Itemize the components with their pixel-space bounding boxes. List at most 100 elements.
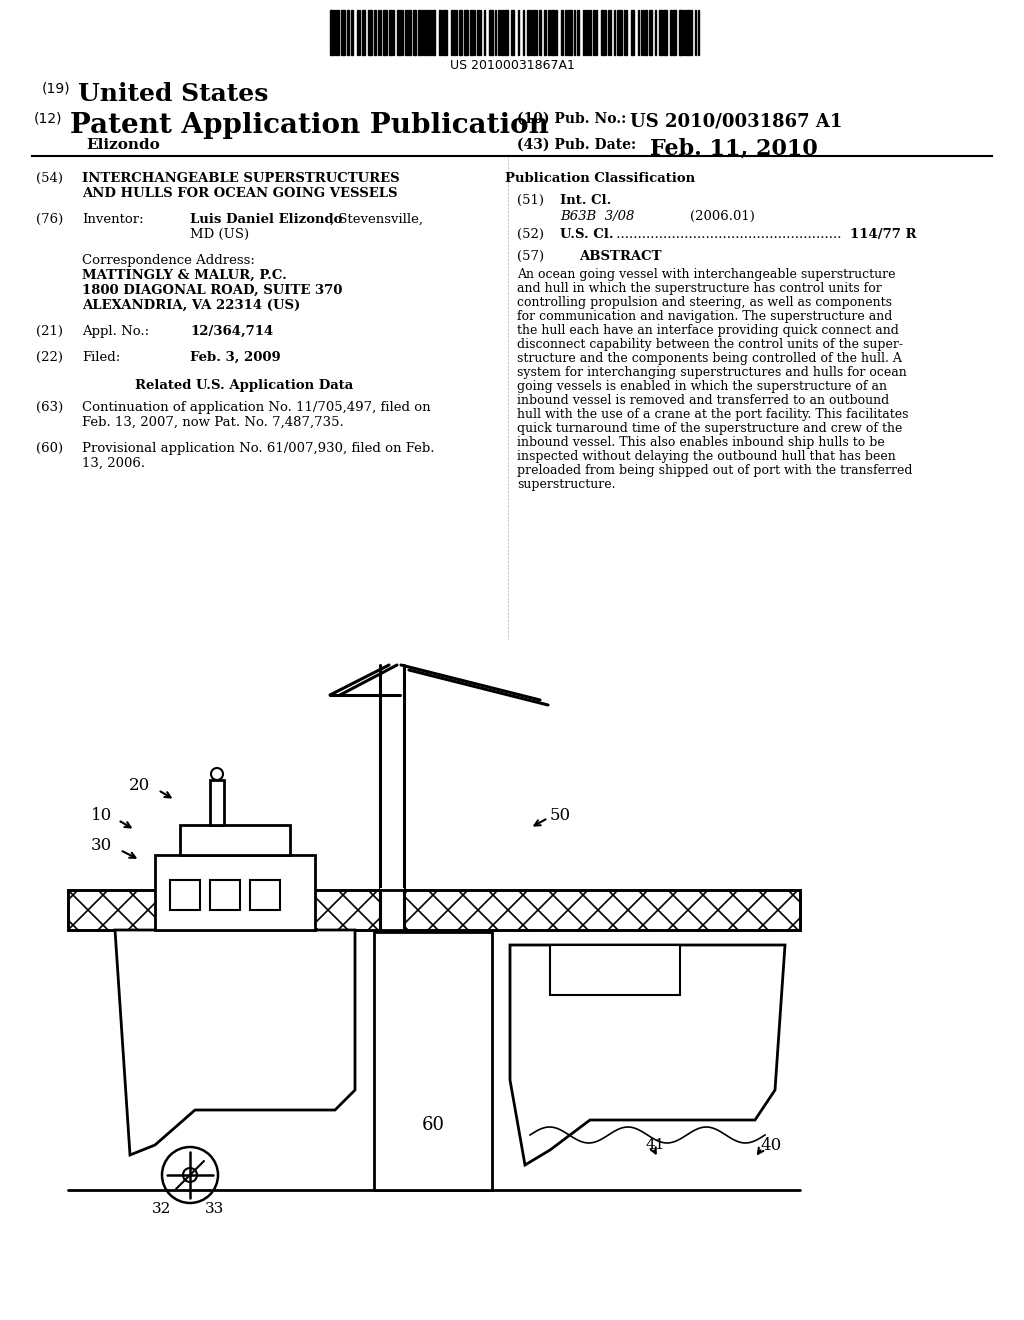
Bar xyxy=(330,11,334,55)
Bar xyxy=(389,11,392,55)
Text: Correspondence Address:: Correspondence Address: xyxy=(82,253,255,267)
Text: ABSTRACT: ABSTRACT xyxy=(579,249,662,263)
Text: ALEXANDRIA, VA 22314 (US): ALEXANDRIA, VA 22314 (US) xyxy=(82,300,300,312)
Text: 60: 60 xyxy=(422,1117,444,1134)
Bar xyxy=(170,880,200,909)
Bar xyxy=(631,11,634,55)
Bar xyxy=(686,11,690,55)
Bar xyxy=(502,11,504,55)
Bar xyxy=(180,825,290,855)
Bar xyxy=(250,880,280,909)
Bar xyxy=(527,11,530,55)
Text: An ocean going vessel with interchangeable superstructure: An ocean going vessel with interchangeab… xyxy=(517,268,896,281)
Bar xyxy=(649,11,652,55)
Bar xyxy=(453,11,455,55)
Bar xyxy=(341,11,345,55)
Polygon shape xyxy=(510,945,785,1166)
Text: controlling propulsion and steering, as well as components: controlling propulsion and steering, as … xyxy=(517,296,892,309)
Text: disconnect capability between the control units of the super-: disconnect capability between the contro… xyxy=(517,338,903,351)
Bar xyxy=(577,11,579,55)
Text: (12): (12) xyxy=(34,112,62,125)
Bar xyxy=(362,11,365,55)
Text: US 20100031867A1: US 20100031867A1 xyxy=(450,59,574,73)
Text: 32: 32 xyxy=(153,1203,172,1216)
Text: preloaded from being shipped out of port with the transferred: preloaded from being shipped out of port… xyxy=(517,465,912,477)
Bar xyxy=(550,945,680,995)
Bar xyxy=(439,11,441,55)
Bar xyxy=(505,11,508,55)
Bar xyxy=(432,11,435,55)
Text: Provisional application No. 61/007,930, filed on Feb.: Provisional application No. 61/007,930, … xyxy=(82,442,434,455)
Text: US 2010/0031867 A1: US 2010/0031867 A1 xyxy=(630,112,843,129)
Text: 20: 20 xyxy=(129,776,150,793)
Text: and hull in which the superstructure has control units for: and hull in which the superstructure has… xyxy=(517,282,882,294)
Text: 13, 2006.: 13, 2006. xyxy=(82,457,145,470)
Bar xyxy=(561,11,563,55)
Text: Appl. No.:: Appl. No.: xyxy=(82,325,150,338)
Bar xyxy=(210,880,240,909)
Text: Publication Classification: Publication Classification xyxy=(505,172,695,185)
Bar xyxy=(464,11,468,55)
Text: (22): (22) xyxy=(36,351,63,364)
Text: (63): (63) xyxy=(36,401,63,414)
Bar xyxy=(374,11,376,55)
Text: (76): (76) xyxy=(36,213,63,226)
Bar xyxy=(477,11,479,55)
Bar xyxy=(380,888,404,931)
Text: (21): (21) xyxy=(36,325,63,338)
Text: 33: 33 xyxy=(206,1203,224,1216)
Bar xyxy=(374,932,492,1191)
Text: 12/364,714: 12/364,714 xyxy=(190,325,273,338)
Bar xyxy=(68,890,800,931)
Text: Continuation of application No. 11/705,497, filed on: Continuation of application No. 11/705,4… xyxy=(82,401,431,414)
Text: inspected without delaying the outbound hull that has been: inspected without delaying the outbound … xyxy=(517,450,896,463)
Text: going vessels is enabled in which the superstructure of an: going vessels is enabled in which the su… xyxy=(517,380,887,393)
Text: 40: 40 xyxy=(760,1137,781,1154)
Bar xyxy=(489,11,493,55)
Bar xyxy=(210,780,224,825)
Text: INTERCHANGEABLE SUPERSTRUCTURES: INTERCHANGEABLE SUPERSTRUCTURES xyxy=(82,172,399,185)
Text: Elizondo: Elizondo xyxy=(86,139,160,152)
Text: (57): (57) xyxy=(517,249,544,263)
Bar xyxy=(155,855,315,931)
Bar xyxy=(459,11,462,55)
Bar xyxy=(544,11,546,55)
Bar xyxy=(383,11,387,55)
Text: for communication and navigation. The superstructure and: for communication and navigation. The su… xyxy=(517,310,892,323)
Text: (60): (60) xyxy=(36,442,63,455)
Bar xyxy=(673,11,676,55)
Text: Luis Daniel Elizondo: Luis Daniel Elizondo xyxy=(190,213,342,226)
Text: 50: 50 xyxy=(550,807,571,824)
Bar xyxy=(406,11,407,55)
Bar xyxy=(670,11,672,55)
Text: B63B  3/08: B63B 3/08 xyxy=(560,210,635,223)
Bar xyxy=(68,890,800,931)
Bar xyxy=(568,11,572,55)
Text: Int. Cl.: Int. Cl. xyxy=(560,194,611,207)
Text: 41: 41 xyxy=(645,1138,665,1152)
Bar xyxy=(429,11,431,55)
Bar xyxy=(601,11,604,55)
Bar xyxy=(444,11,447,55)
Bar xyxy=(679,11,683,55)
Text: , Stevensville,: , Stevensville, xyxy=(330,213,423,226)
Text: (52): (52) xyxy=(517,228,544,242)
Bar xyxy=(426,11,428,55)
Bar xyxy=(565,11,567,55)
Bar xyxy=(659,11,662,55)
Text: MATTINGLY & MALUR, P.C.: MATTINGLY & MALUR, P.C. xyxy=(82,269,287,282)
Text: (2006.01): (2006.01) xyxy=(690,210,755,223)
Text: system for interchanging superstructures and hulls for ocean: system for interchanging superstructures… xyxy=(517,366,906,379)
Text: 1800 DIAGONAL ROAD, SUITE 370: 1800 DIAGONAL ROAD, SUITE 370 xyxy=(82,284,342,297)
Text: U.S. Cl.: U.S. Cl. xyxy=(560,228,613,242)
Text: (43) Pub. Date:: (43) Pub. Date: xyxy=(517,139,636,152)
Text: inbound vessel. This also enables inbound ship hulls to be: inbound vessel. This also enables inboun… xyxy=(517,436,885,449)
Bar xyxy=(351,11,353,55)
Text: MD (US): MD (US) xyxy=(190,228,249,242)
Polygon shape xyxy=(115,931,355,1155)
Text: 114/77 R: 114/77 R xyxy=(850,228,916,242)
Bar xyxy=(470,11,473,55)
Bar xyxy=(539,11,541,55)
Text: Patent Application Publication: Patent Application Publication xyxy=(70,112,549,139)
Text: structure and the components being controlled of the hull. A: structure and the components being contr… xyxy=(517,352,902,366)
